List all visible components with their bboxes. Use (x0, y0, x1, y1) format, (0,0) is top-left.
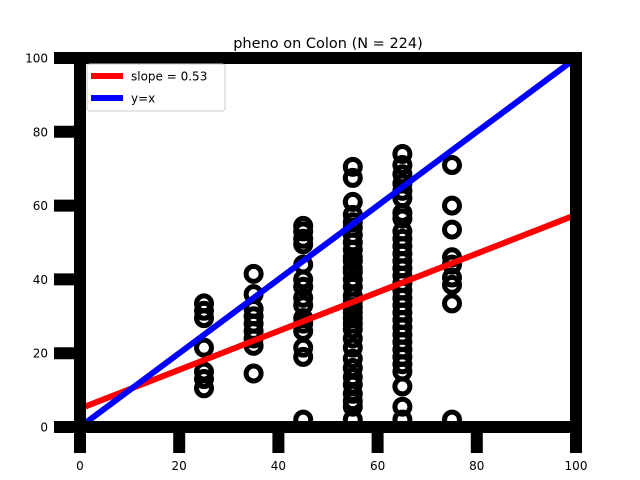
scatter-point (392, 164, 413, 185)
scatter-point (194, 369, 214, 390)
y-tick-label: 80 (33, 125, 48, 139)
scatter-point (342, 337, 363, 358)
scatter-point (392, 228, 413, 249)
scatter-point (243, 263, 264, 284)
scatter-point (293, 276, 314, 297)
legend: slope = 0.53 y=x (86, 63, 226, 112)
x-tick-label: 40 (271, 459, 286, 473)
scatter-point (442, 195, 462, 216)
scatter-point (392, 396, 413, 417)
scatter-point (243, 306, 264, 327)
scatter-point (342, 269, 363, 290)
scatter-point (293, 215, 314, 236)
x-tick-label: 0 (76, 459, 84, 473)
x-tick-label: 100 (565, 459, 588, 473)
chart-title: pheno on Colon (N = 224) (233, 36, 423, 52)
scatter-point (342, 156, 363, 177)
fit-line (78, 212, 578, 412)
scatter-point (442, 219, 462, 240)
axis-ticks: 0 20 40 60 80 100 0 20 40 60 80 100 (25, 52, 587, 474)
x-tick-label: 20 (172, 459, 187, 473)
scatter-point (442, 155, 462, 176)
y-tick-label: 100 (25, 52, 48, 66)
scatter-point (392, 143, 413, 164)
scatter-point (293, 287, 314, 308)
x-tick-label: 80 (469, 459, 484, 473)
scatter-point (293, 346, 314, 367)
scatter-point (442, 293, 462, 314)
scatter-point (194, 293, 214, 314)
scatter-point (342, 348, 363, 369)
scatter-point (194, 361, 214, 382)
scatter-point (442, 274, 462, 295)
axes-frame (74, 52, 582, 433)
legend-label: slope = 0.53 (131, 70, 207, 84)
scatter-point (342, 258, 363, 279)
scatter-point (342, 167, 363, 188)
y-tick-label: 20 (33, 347, 48, 361)
identity-line (78, 55, 578, 430)
scatter-point (243, 363, 264, 384)
scatter-point (342, 191, 363, 212)
y-tick-label: 0 (40, 421, 48, 435)
scatter-point (392, 155, 413, 176)
scatter-point (342, 367, 363, 388)
plot-area (78, 55, 578, 430)
scatter-point (293, 295, 314, 316)
y-tick-label: 60 (33, 199, 48, 213)
x-tick-label: 60 (370, 459, 385, 473)
scatter-point (194, 300, 214, 321)
y-tick-label: 40 (33, 273, 48, 287)
legend-label: y=x (131, 92, 155, 106)
scatter-point (194, 337, 214, 358)
scatter-point (342, 357, 363, 378)
